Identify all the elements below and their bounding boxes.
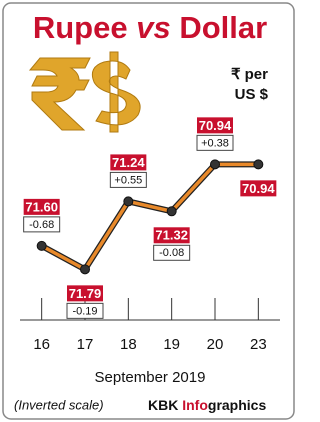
value-label: 71.24 [112,155,145,170]
note: (Inverted scale) [14,397,104,412]
value-label: 71.79 [69,286,102,301]
title-part: Dollar [179,10,267,45]
x-tick-label: 20 [207,336,224,353]
change-label: -0.19 [72,305,97,317]
change-label: +0.38 [201,137,229,149]
change-label: +0.55 [114,174,142,186]
source-part: KBK [148,397,182,413]
value-label: 70.94 [199,118,232,133]
point [81,265,90,274]
x-axis-title: September 2019 [95,369,206,386]
title-part: Rupee [33,10,128,45]
point [167,207,176,216]
chart: Rupee vs Dollar ₹ per US $ September 201… [0,0,297,422]
point [211,160,220,169]
point [254,160,263,169]
page: Rupee vs Dollar ₹ per US $ September 201… [0,0,320,422]
value-label: 71.60 [25,199,58,214]
value-label: 71.32 [155,228,188,243]
x-tick-label: 16 [33,336,50,353]
x-tick-label: 17 [77,336,94,353]
x-tick-label: 18 [120,336,137,353]
unit-label: ₹ per [231,66,268,83]
change-label: -0.68 [29,219,54,231]
source: KBK Infographics [148,397,266,413]
point [124,197,133,206]
x-tick-label: 19 [163,336,180,353]
value-label: 70.94 [242,181,275,196]
unit-label: US $ [235,86,269,103]
change-label: -0.08 [159,247,184,259]
chart-title: Rupee vs Dollar [33,10,267,45]
source-part: graphics [208,397,267,413]
point [37,241,46,250]
title-part: vs [136,10,170,45]
source-part: Info [182,397,208,413]
x-tick-label: 23 [250,336,267,353]
